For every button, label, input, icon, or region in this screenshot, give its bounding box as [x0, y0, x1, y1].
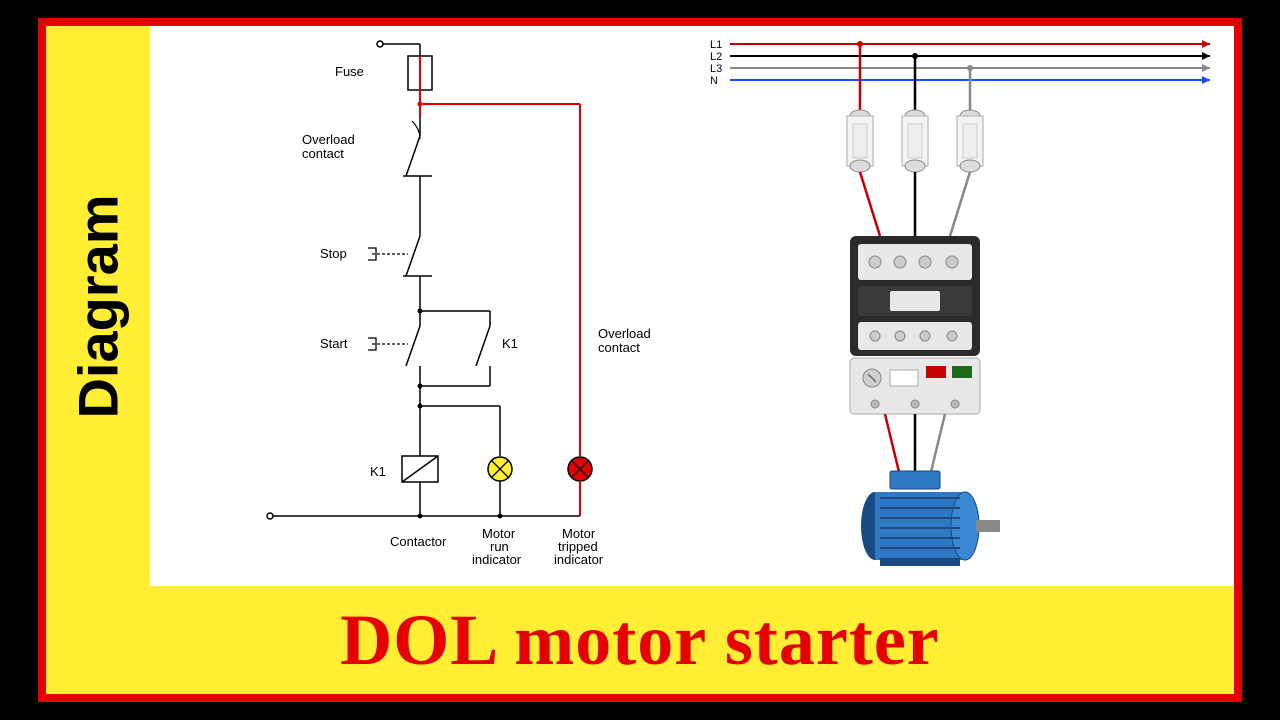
footer-title: DOL motor starter [340, 599, 940, 682]
rail-l1: L1 [710, 39, 722, 51]
overload-relay [850, 358, 980, 414]
power-wiring: L1 L2 L3 N [690, 26, 1234, 586]
sidebar: Diagram [46, 26, 150, 586]
contactor [850, 236, 980, 356]
label-motor-run: Motor run indicator [472, 526, 522, 567]
fuse-1 [847, 110, 873, 172]
label-motor-tripped: Motor tripped indicator [554, 526, 604, 567]
fuse-2 [902, 110, 928, 172]
control-schematic: Fuse Overload contact Stop [150, 26, 690, 586]
footer-title-bar: DOL motor starter [46, 586, 1234, 694]
label-fuse: Fuse [335, 64, 364, 79]
rail-n: N [710, 75, 718, 87]
fuse-3 [957, 110, 983, 172]
rail-l2: L2 [710, 51, 722, 63]
label-contactor: Contactor [390, 534, 447, 549]
label-overload-contact2: Overload contact [598, 326, 654, 355]
label-overload-contact: Overload contact [302, 132, 358, 161]
sidebar-label: Diagram [66, 194, 131, 418]
label-stop: Stop [320, 246, 347, 261]
label-k1-contact: K1 [502, 336, 518, 351]
motor [861, 471, 1000, 566]
label-k1-coil: K1 [370, 464, 386, 479]
label-start: Start [320, 336, 348, 351]
rail-l3: L3 [710, 63, 722, 75]
